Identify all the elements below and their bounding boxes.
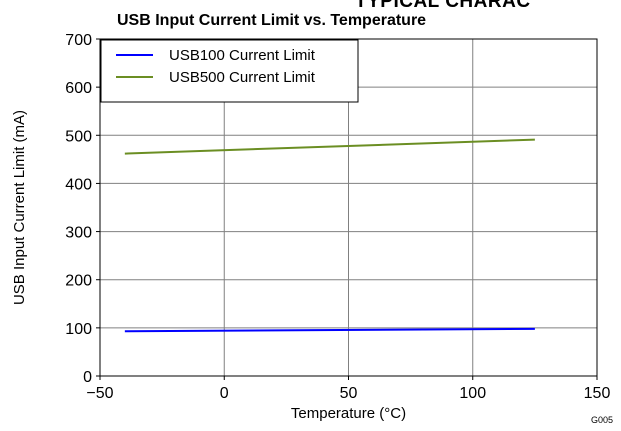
x-tick-label: −50 (86, 385, 113, 402)
y-tick-label: 300 (65, 225, 92, 242)
y-tick-label: 500 (65, 128, 92, 145)
x-tick-label: 0 (220, 385, 229, 402)
y-tick-label: 700 (65, 32, 92, 49)
y-axis-label: USB Input Current Limit (mA) (11, 110, 28, 305)
y-tick-label: 600 (65, 80, 92, 97)
chart-title: USB Input Current Limit vs. Temperature (117, 12, 426, 29)
legend-label: USB500 Current Limit (169, 69, 316, 86)
figure-id: G005 (590, 415, 613, 425)
x-tick-label: 100 (459, 385, 486, 402)
y-tick-label: 0 (83, 369, 92, 386)
series-line (124, 138, 535, 155)
y-tick-label: 400 (65, 176, 92, 193)
page-header-fragment: TYPICAL CHARAC (355, 0, 531, 12)
series-line (124, 327, 535, 333)
legend-label: USB100 Current Limit (169, 47, 316, 64)
x-axis-label: Temperature (°C) (291, 405, 406, 422)
y-tick-label: 100 (65, 321, 92, 338)
x-tick-label: 150 (584, 385, 611, 402)
legend-box (100, 39, 359, 103)
y-tick-label: 200 (65, 273, 92, 290)
x-tick-label: 50 (340, 385, 358, 402)
